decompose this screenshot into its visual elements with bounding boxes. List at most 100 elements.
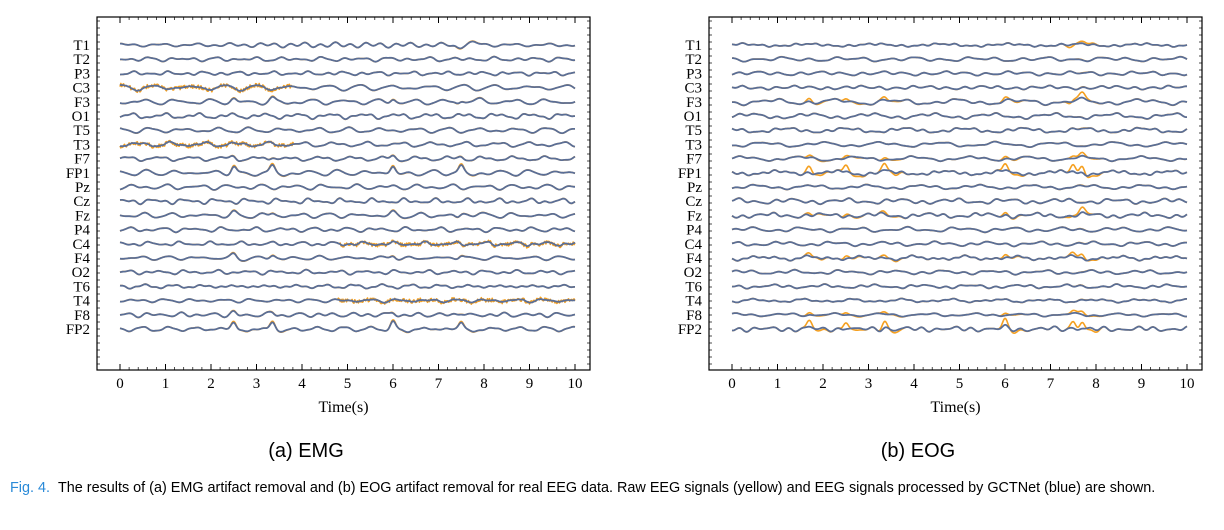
channel-label: Cz (685, 194, 702, 210)
channel-label: T5 (685, 123, 702, 139)
x-axis-label: Time(s) (930, 399, 980, 416)
gctnet-trace (120, 55, 576, 63)
eog-chart: 0 1 2 3 4 5 6 7 8 9 10 Time(s) T1T2P3C3F3O1T5T3F7FP1… (678, 16, 1203, 416)
x-tick-label: 0 (116, 376, 124, 392)
channel-label: Cz (73, 194, 90, 210)
channel-label: F3 (74, 95, 90, 111)
channel-label: T2 (685, 52, 702, 68)
channel-label: FP1 (66, 166, 90, 182)
channel-label: FP2 (66, 322, 90, 338)
gctnet-trace (119, 226, 576, 234)
channel-label: T4 (685, 294, 702, 310)
gctnet-trace (119, 320, 576, 334)
gctnet-trace (119, 268, 576, 276)
channel-label: P4 (74, 223, 90, 239)
channel-label: T4 (73, 294, 90, 310)
gctnet-trace (119, 126, 575, 135)
channel-label: O2 (72, 265, 90, 281)
channel-label: O1 (684, 109, 702, 125)
x-tick-label: 8 (480, 376, 488, 392)
eog-panel: 0 1 2 3 4 5 6 7 8 9 10 Time(s) T1 T2 P3 C3 F3 O1 T5 T3 F7 FP1… (612, 0, 1224, 470)
channel-label: T3 (73, 137, 90, 153)
figure-caption: Fig. 4. The results of (a) EMG artifact r… (10, 478, 1214, 499)
channel-label: T1 (73, 38, 90, 54)
channel-label: O1 (72, 109, 90, 125)
gctnet-trace (731, 154, 1188, 163)
x-tick-label: 3 (865, 376, 873, 392)
channel-label: T6 (685, 279, 702, 295)
gctnet-trace (119, 140, 576, 148)
channel-label: C3 (72, 81, 90, 97)
channel-label: O2 (684, 265, 702, 281)
gctnet-trace (731, 126, 1188, 134)
plot-area: 0 1 2 3 4 5 6 7 8 9 10 Time(s) T1T2P3C3F3O1T5T3F7FP1… (678, 16, 1203, 416)
eog-sublabel: (b) EOG (880, 440, 956, 462)
channel-label: P3 (686, 66, 702, 82)
channel-label: C4 (72, 237, 90, 253)
x-tick-label: 10 (568, 376, 583, 392)
x-tick-label: 10 (1180, 376, 1195, 392)
gctnet-trace (119, 197, 576, 206)
channel-label: P4 (686, 223, 702, 239)
gctnet-trace (119, 112, 575, 121)
emg-panel: 0 1 2 3 4 5 6 7 8 9 10 Time(s) T1 T2 P3 C3 F3 O1 T5 T3 F7 FP1… (0, 0, 612, 470)
channel-label: F7 (686, 152, 702, 168)
gctnet-trace (731, 225, 1188, 234)
gctnet-trace (731, 323, 1188, 333)
emg-chart: 0 1 2 3 4 5 6 7 8 9 10 Time(s) T1T2P3C3F3O1T5T3F7FP1… (66, 16, 591, 416)
channel-label: T3 (685, 137, 702, 153)
channel-label: C3 (684, 81, 702, 97)
channel-label: Pz (75, 180, 90, 196)
channel-label: F4 (74, 251, 90, 267)
gctnet-trace (731, 240, 1187, 248)
gctnet-trace (731, 268, 1188, 276)
plot-frame (96, 16, 591, 371)
channel-label: F7 (74, 152, 90, 168)
plot-area: 0 1 2 3 4 5 6 7 8 9 10 Time(s) T1T2P3C3F3O1T5T3F7FP1… (66, 16, 591, 416)
gctnet-trace (731, 211, 1188, 220)
gctnet-trace (732, 55, 1188, 63)
x-tick-label: 4 (298, 376, 306, 392)
x-tick-label: 6 (389, 376, 397, 392)
emg-sublabel: (a) EMG (268, 440, 344, 462)
gctnet-trace (731, 169, 1188, 177)
gctnet-trace (119, 283, 575, 290)
gctnet-trace (119, 297, 576, 304)
x-tick-label: 3 (253, 376, 261, 392)
gctnet-trace (119, 209, 576, 220)
gctnet-trace (731, 70, 1188, 77)
gctnet-trace (731, 42, 1188, 48)
channel-label: Pz (687, 180, 702, 196)
channel-label: T1 (685, 38, 702, 54)
channel-label: F8 (686, 308, 702, 324)
x-tick-label: 7 (1047, 376, 1055, 392)
caption-text: The results of (a) EMG artifact removal … (58, 480, 1156, 496)
gctnet-trace (119, 252, 576, 262)
gctnet-trace (731, 183, 1188, 191)
gctnet-trace (731, 297, 1187, 304)
channel-label: FP2 (678, 322, 702, 338)
raw-eeg-trace (119, 82, 576, 94)
x-tick-label: 5 (956, 376, 964, 392)
gctnet-trace (119, 83, 576, 92)
gctnet-trace (119, 163, 576, 177)
raw-eeg-trace (731, 317, 1188, 335)
x-tick-label: 5 (344, 376, 352, 392)
x-tick-label: 2 (819, 376, 827, 392)
channel-label: T5 (73, 123, 90, 139)
x-tick-label: 0 (728, 376, 736, 392)
x-tick-label: 9 (1138, 376, 1146, 392)
x-tick-label: 9 (526, 376, 534, 392)
gctnet-trace (119, 154, 576, 163)
plot-frame (708, 16, 1203, 371)
x-tick-label: 8 (1092, 376, 1100, 392)
gctnet-trace (119, 95, 576, 106)
x-tick-label: 7 (435, 376, 443, 392)
gctnet-trace (732, 96, 1188, 107)
channel-label: F8 (74, 308, 90, 324)
gctnet-trace (731, 197, 1188, 206)
x-tick-label: 2 (207, 376, 215, 392)
channel-label: P3 (74, 66, 90, 82)
gctnet-trace (731, 283, 1188, 290)
gctnet-trace (119, 310, 576, 319)
